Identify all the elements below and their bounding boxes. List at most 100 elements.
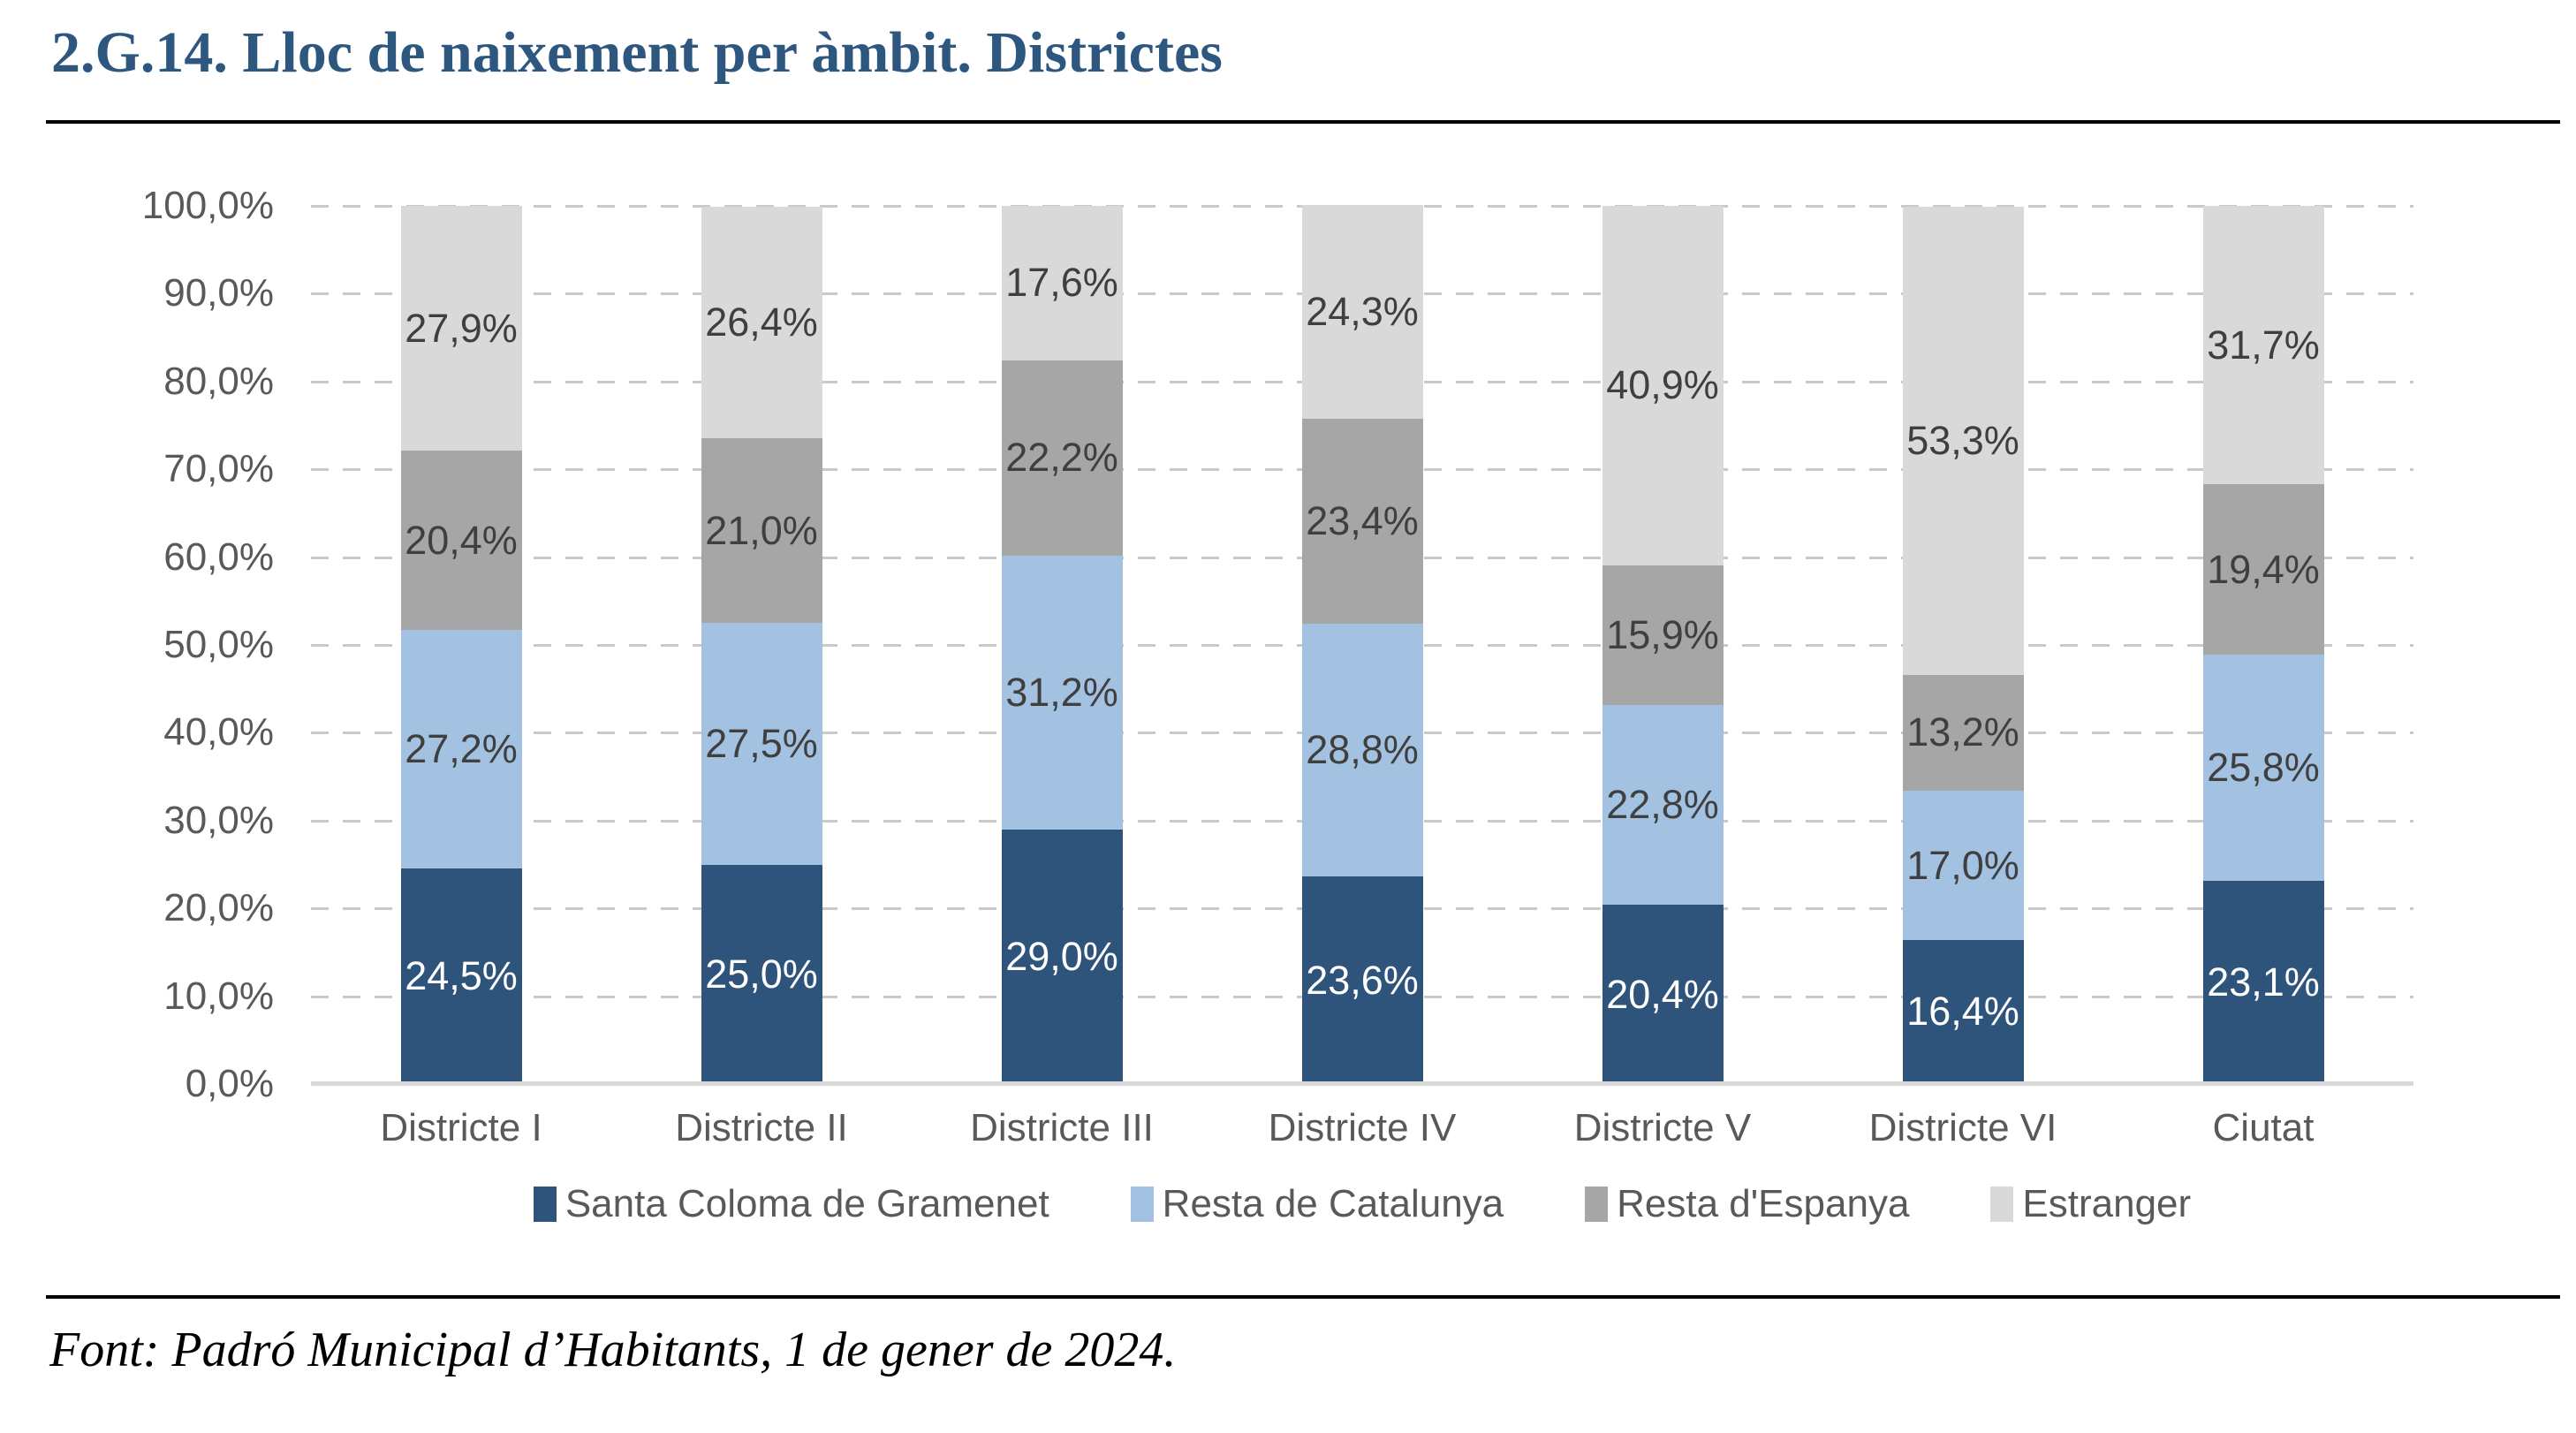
data-label: 22,2% [1005,435,1118,481]
legend-item: Santa Coloma de Gramenet [533,1182,1049,1226]
bar-segment: 31,2% [1001,555,1123,830]
data-label: 24,3% [1306,288,1419,334]
data-label: 17,0% [1906,842,2019,888]
data-label: 53,3% [1906,417,2019,463]
x-category-label: Districte I [380,1106,542,1149]
legend-swatch [533,1187,557,1222]
bar-segment: 25,8% [2202,654,2324,882]
bar-segment: 29,0% [1001,829,1123,1084]
data-label: 23,1% [2207,959,2320,1005]
legend-swatch [1130,1187,1154,1222]
data-label: 15,9% [1606,611,1719,657]
data-label: 27,2% [405,726,518,772]
plot-area: 24,5% 27,2% 20,4% 27,9% 25,0% 27,5% 21,0% 26,4%… [311,205,2413,1086]
legend-item: Resta de Catalunya [1130,1182,1504,1226]
bar-segment: 27,9% [400,206,522,451]
data-label: 23,4% [1306,497,1419,543]
y-tick-label: 80,0% [163,359,274,403]
bar-segment: 27,2% [400,630,522,869]
x-axis-line [311,1081,2413,1086]
legend-swatch [1990,1187,2014,1222]
bar-segment: 22,8% [1602,704,1724,906]
bar-segment: 23,1% [2202,881,2324,1084]
y-tick-label: 50,0% [163,623,274,666]
legend-label: Estranger [2022,1182,2192,1225]
bar-segment: 23,6% [1301,876,1423,1084]
data-label: 25,8% [2207,745,2320,791]
data-label: 17,6% [1005,260,1118,306]
x-category-label: Districte V [1573,1106,1752,1149]
y-tick-label: 20,0% [163,886,274,930]
data-label: 24,5% [405,953,518,999]
bar-segment: 24,3% [1301,205,1423,419]
legend-label: Resta de Catalunya [1162,1182,1504,1225]
x-category-label: Districte II [675,1106,848,1149]
y-tick-label: 0,0% [185,1062,274,1105]
bar-segment: 19,4% [2202,484,2324,655]
stacked-bar-districte-ii: 25,0% 27,5% 21,0% 26,4% [701,206,822,1084]
data-label: 16,4% [1906,989,2019,1035]
bar-segment: 53,3% [1902,207,2024,675]
y-tick-label: 70,0% [163,447,274,491]
x-category-label: Districte IV [1268,1106,1457,1149]
title-underline [46,120,2560,124]
bar-segment: 15,9% [1602,565,1724,705]
data-label: 31,2% [1005,669,1118,715]
data-label: 22,8% [1606,781,1719,827]
y-tick-label: 100,0% [141,184,274,227]
footer-rule [46,1295,2560,1299]
data-label: 25,0% [705,951,818,997]
y-tick-label: 90,0% [163,271,274,315]
bar-segment: 20,4% [400,451,522,631]
bar-segment: 28,8% [1301,624,1423,877]
y-tick-label: 10,0% [163,974,274,1018]
bar-segment: 21,0% [701,438,822,624]
bar-segment: 40,9% [1602,206,1724,565]
data-label: 13,2% [1906,709,2019,755]
bar-segment: 27,5% [701,623,822,865]
bar-segment: 23,4% [1301,418,1423,625]
legend-swatch [1585,1187,1609,1222]
bar-segment: 26,4% [701,207,822,439]
x-category-label: Districte III [970,1106,1154,1149]
stacked-bar-districte-i: 24,5% 27,2% 20,4% 27,9% [400,206,522,1084]
bar-segment: 17,0% [1902,791,2024,940]
bar-segment: 20,4% [1602,905,1724,1084]
bar-segment: 22,2% [1001,360,1123,556]
data-label: 26,4% [705,299,818,345]
stacked-bar-districte-v: 20,4% 22,8% 15,9% 40,9% [1602,206,1724,1084]
data-label: 29,0% [1005,933,1118,979]
bar-segment: 17,6% [1001,206,1123,360]
data-label: 20,4% [405,517,518,563]
y-tick-label: 60,0% [163,535,274,579]
stacked-bar-districte-iv: 23,6% 28,8% 23,4% 24,3% [1301,205,1423,1084]
y-tick-label: 40,0% [163,710,274,754]
stacked-bar-districte-vi: 16,4% 17,0% 13,2% 53,3% [1902,206,2024,1084]
legend-item: Resta d'Espanya [1585,1182,1909,1226]
x-category-label: Ciutat [2212,1106,2315,1149]
x-category-label: Districte VI [1868,1106,2057,1149]
bar-segment: 31,7% [2202,206,2324,485]
bar-segment: 13,2% [1902,674,2024,792]
stacked-bar-ciutat: 23,1% 25,8% 19,4% 31,7% [2202,206,2324,1084]
legend: Santa Coloma de Gramenet Resta de Catalun… [311,1182,2413,1226]
chart-title: 2.G.14. Lloc de naixement per àmbit. Dis… [51,20,1223,85]
legend-label: Resta d'Espanya [1617,1182,1910,1225]
data-label: 27,5% [705,720,818,766]
legend-item: Estranger [1990,1182,2191,1226]
stacked-bar-districte-iii: 29,0% 31,2% 22,2% 17,6% [1001,206,1123,1084]
data-label: 21,0% [705,507,818,553]
data-label: 20,4% [1606,971,1719,1017]
data-label: 27,9% [405,305,518,351]
data-label: 31,7% [2207,322,2320,368]
source-note: Font: Padró Municipal d’Habitants, 1 de … [49,1323,1177,1377]
data-label: 19,4% [2207,546,2320,592]
bar-segment: 25,0% [701,864,822,1084]
legend-label: Santa Coloma de Gramenet [564,1182,1049,1225]
data-label: 23,6% [1306,957,1419,1003]
bar-segment: 16,4% [1902,939,2024,1084]
data-label: 40,9% [1606,362,1719,408]
bar-segment: 24,5% [400,868,522,1084]
data-label: 28,8% [1306,727,1419,773]
